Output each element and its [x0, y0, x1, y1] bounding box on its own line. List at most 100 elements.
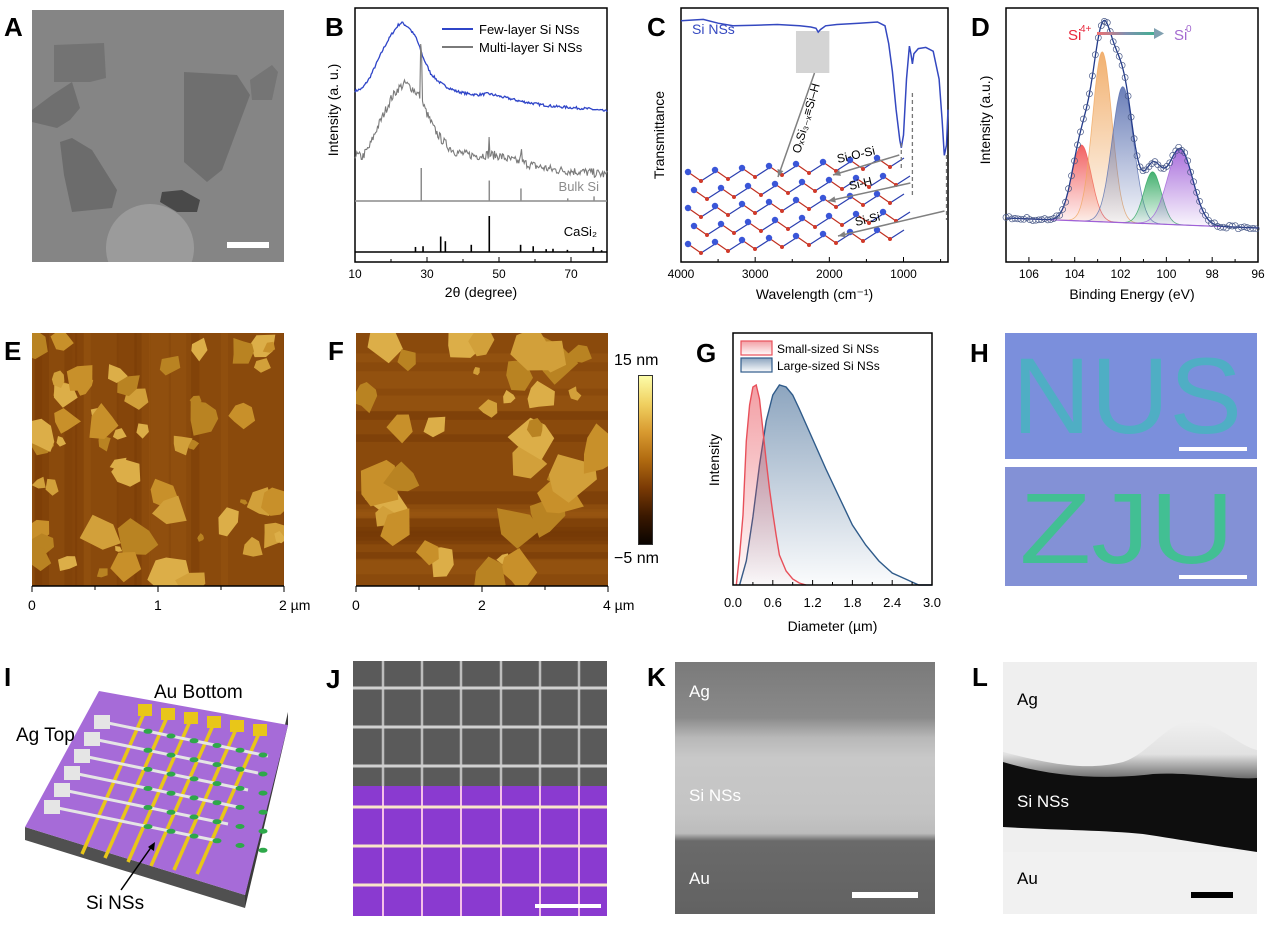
- ag-top-electrode: [72, 771, 239, 809]
- x-tick-label: 0.0: [724, 595, 742, 610]
- tem-image-content: [32, 10, 284, 262]
- crossbar-device-schematic: [25, 691, 288, 908]
- ag-top-electrode: [92, 737, 259, 775]
- legend-label: Multi-layer Si NSs: [479, 40, 583, 55]
- data-point: [1240, 223, 1248, 231]
- si-atom: [690, 186, 698, 194]
- si-atom: [873, 190, 881, 198]
- au-bottom-electrode: [172, 726, 239, 871]
- o-atom: [726, 249, 730, 253]
- x-tick-label: 104: [1065, 267, 1085, 281]
- scale-bar: [1179, 575, 1247, 579]
- o-atom: [732, 195, 736, 199]
- afm-image-large: [356, 333, 608, 586]
- o-atom: [699, 179, 703, 183]
- bond: [787, 183, 803, 194]
- o-atom: [705, 233, 709, 237]
- annotation-label: Si-Si: [854, 210, 882, 229]
- nanosheet-flake: [89, 403, 119, 439]
- bond: [808, 235, 824, 246]
- o-atom: [861, 239, 865, 243]
- si-nss-junction: [235, 747, 245, 753]
- data-point: [1157, 164, 1165, 172]
- o-atom: [753, 175, 757, 179]
- x-tick-label: 30: [420, 267, 434, 281]
- bond: [835, 233, 851, 244]
- bond: [895, 175, 911, 186]
- si-nss-junction: [189, 833, 199, 839]
- bond: [868, 177, 884, 188]
- scale-bar: [535, 904, 601, 908]
- afm-image-small-content: [32, 333, 284, 586]
- y-axis-title: Intensity: [706, 434, 722, 486]
- si-nss-junction: [166, 828, 176, 834]
- o-atom: [861, 203, 865, 207]
- substrate-front-edge: [25, 827, 245, 908]
- si-atom: [852, 174, 860, 182]
- area-fill-large: [739, 385, 932, 585]
- layer-label-au: Au: [1017, 869, 1038, 888]
- data-point: [1047, 216, 1055, 223]
- afm-scan-stripe: [171, 333, 187, 586]
- silicene-lattice-illustration: [684, 154, 911, 255]
- data-point: [1115, 53, 1123, 60]
- annotation-label: OₓSi₃₋ₓ≡Si–H: [789, 82, 822, 155]
- nanosheet-flake: [136, 423, 149, 439]
- component-fill-peak-3: [1065, 86, 1181, 225]
- data-point: [1166, 159, 1174, 167]
- data-point: [1184, 157, 1192, 165]
- nanosheet-flake: [112, 428, 127, 440]
- legend-label: Large-sized Si NSs: [777, 359, 880, 373]
- data-point: [1124, 92, 1132, 100]
- si-atom: [819, 194, 827, 202]
- bond: [835, 197, 851, 208]
- x-tick-label: 50: [492, 267, 506, 281]
- si0-label: Si: [1174, 27, 1187, 44]
- legend-label: Small-sized Si NSs: [777, 342, 879, 356]
- au-bottom-electrode: [195, 730, 262, 875]
- annotation-arrow-head: [828, 196, 836, 203]
- nanosheet-flake: [232, 338, 254, 364]
- o-atom: [786, 227, 790, 231]
- x-tick-label: 98: [1206, 267, 1220, 281]
- si-nss-junction: [212, 819, 222, 825]
- si-nss-junction: [166, 771, 176, 777]
- nanosheet-flake: [159, 355, 181, 376]
- panel-label-i: I: [4, 662, 12, 692]
- nanosheet-flake: [115, 546, 123, 552]
- au-pad: [161, 708, 175, 720]
- data-point: [1118, 61, 1126, 69]
- bond: [700, 243, 716, 254]
- data-point: [1062, 198, 1069, 206]
- nanosheet-flake: [510, 333, 551, 371]
- x-tick-label: 1000: [890, 267, 917, 281]
- o-atom: [726, 177, 730, 181]
- nanosheet-flake: [45, 478, 59, 496]
- data-point: [1187, 168, 1194, 176]
- nanosheet-flake: [50, 333, 74, 351]
- cross-section-haadf-image: Ag Si NSs Au: [1003, 662, 1257, 914]
- data-point: [1089, 72, 1096, 80]
- si-nss-junction: [166, 752, 176, 758]
- nanosheet-flake: [473, 367, 480, 376]
- data-point: [1068, 172, 1075, 180]
- nus-letters: NUS: [1012, 335, 1242, 456]
- bond: [700, 207, 716, 218]
- si-atom: [771, 216, 779, 224]
- au-pad: [207, 716, 221, 728]
- au-pad: [138, 704, 152, 716]
- afm-image-small: [32, 333, 284, 586]
- layer-label-ag: Ag: [689, 682, 710, 701]
- nanosheet-flake: [32, 333, 48, 360]
- nanosheet-flake: [568, 344, 592, 363]
- nanosheet-flake: [79, 514, 121, 550]
- si-atom: [798, 178, 806, 186]
- afm-scan-stripe: [356, 353, 608, 363]
- si-atom: [879, 172, 887, 180]
- si-nss-junction: [189, 795, 199, 801]
- nanosheet-flake: [500, 548, 538, 586]
- bond: [814, 181, 830, 192]
- o-atom: [780, 209, 784, 213]
- data-point: [1056, 211, 1063, 219]
